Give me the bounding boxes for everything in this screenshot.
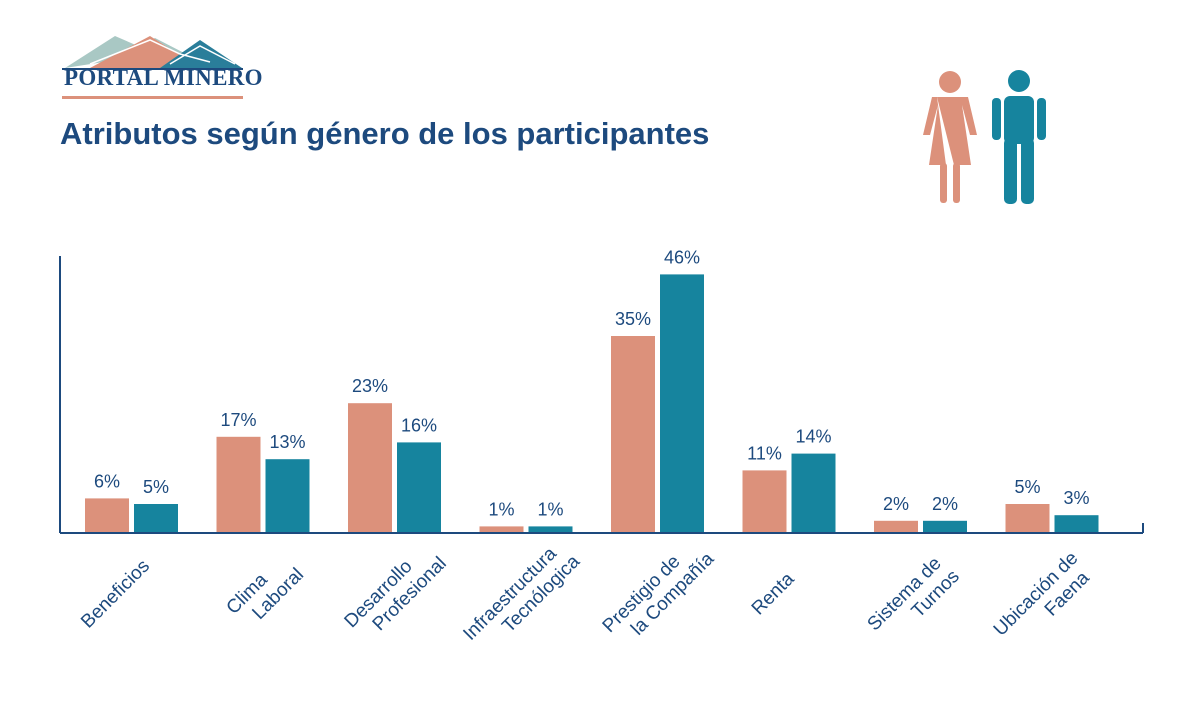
value-label-s1-c4: 46% bbox=[664, 247, 700, 267]
value-label-s1-c7: 3% bbox=[1063, 488, 1089, 508]
value-label-s0-c6: 2% bbox=[883, 494, 909, 514]
bar-s1-c1 bbox=[265, 459, 310, 532]
category-labels-group: Beneficios ClimaLaboral DesarrolloProfesio… bbox=[77, 533, 1098, 660]
category-label-4: Prestigio dela Compañía bbox=[599, 533, 719, 653]
bar-s1-c0 bbox=[134, 504, 178, 532]
category-label-5: Renta bbox=[748, 568, 799, 619]
bar-s1-c4 bbox=[660, 274, 704, 532]
category-label-3: InfraestructuraTecnólogica bbox=[459, 535, 584, 660]
value-label-s0-c0: 6% bbox=[94, 471, 120, 491]
bar-s1-c7 bbox=[1054, 515, 1099, 532]
bar-s0-c1 bbox=[216, 436, 261, 532]
category-label-6: Sistema deTurnos bbox=[864, 550, 964, 650]
value-label-s1-c1: 13% bbox=[269, 432, 305, 452]
bar-s1-c5 bbox=[791, 453, 836, 532]
value-label-s0-c1: 17% bbox=[220, 410, 256, 430]
category-label-7: Ubicación deFaena bbox=[990, 548, 1098, 656]
bar-s1-c6 bbox=[923, 520, 967, 532]
bar-s0-c4 bbox=[611, 336, 655, 532]
value-label-s1-c2: 16% bbox=[401, 415, 437, 435]
woman-icon bbox=[923, 71, 977, 203]
logo-text: PORTAL MINERO bbox=[64, 65, 263, 90]
category-label-1: ClimaLaboral bbox=[223, 549, 309, 635]
value-label-s1-c3: 1% bbox=[537, 499, 563, 519]
value-label-s1-c6: 2% bbox=[932, 494, 958, 514]
category-label-5-line-0: Renta bbox=[748, 568, 799, 619]
bar-s1-c3 bbox=[528, 526, 573, 532]
portal-minero-logo bbox=[62, 36, 243, 99]
bar-s0-c5 bbox=[742, 470, 787, 532]
bar-s0-c7 bbox=[1005, 504, 1050, 532]
value-label-s0-c3: 1% bbox=[488, 499, 514, 519]
value-labels-group: 6% 5% 17% 13% 23% 16% 1% 1% 35% 46% 11% 14% 2% 2% 5% 3% bbox=[94, 247, 1090, 519]
man-icon bbox=[992, 70, 1046, 204]
category-label-0-line-0: Beneficios bbox=[77, 556, 154, 633]
page-title: Atributos según género de los participan… bbox=[60, 116, 710, 151]
bars-group bbox=[85, 274, 1099, 532]
bar-s0-c6 bbox=[874, 520, 918, 532]
value-label-s0-c4: 35% bbox=[615, 309, 651, 329]
gender-legend bbox=[923, 70, 1046, 204]
value-label-s0-c7: 5% bbox=[1014, 477, 1040, 497]
category-label-2: DesarrolloProfesional bbox=[341, 538, 451, 648]
bar-s0-c0 bbox=[85, 498, 129, 532]
bar-s0-c3 bbox=[479, 526, 524, 532]
bar-s1-c2 bbox=[397, 442, 441, 532]
value-label-s0-c2: 23% bbox=[352, 376, 388, 396]
category-label-0: Beneficios bbox=[77, 556, 154, 633]
bar-s0-c2 bbox=[348, 403, 392, 532]
value-label-s1-c0: 5% bbox=[143, 477, 169, 497]
value-label-s0-c5: 11% bbox=[747, 443, 782, 463]
value-label-s1-c5: 14% bbox=[795, 427, 831, 447]
